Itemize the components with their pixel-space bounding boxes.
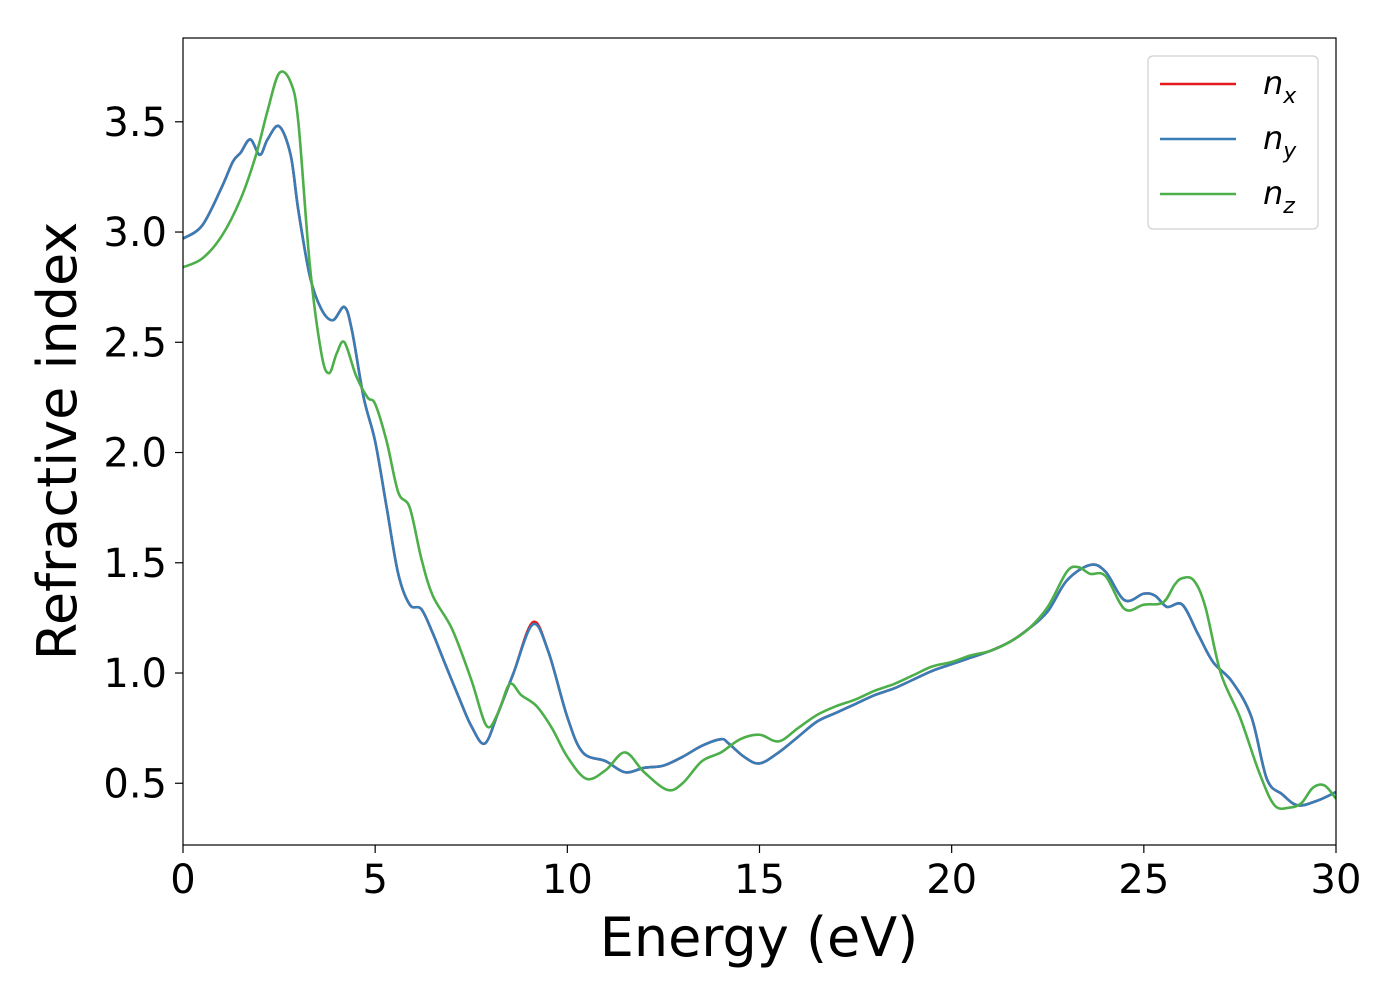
x-tick-label: 25: [1118, 857, 1169, 903]
x-tick-label: 20: [926, 857, 977, 903]
x-ticks: 0 5 10 15 20 25 30: [170, 845, 1361, 903]
y-axis-label: Refractive index: [26, 222, 89, 661]
y-tick-label: 3.0: [103, 210, 167, 256]
series-ny-line: [183, 124, 1336, 807]
x-tick-label: 0: [170, 857, 195, 903]
legend-box: [1147, 55, 1319, 230]
y-tick-label: 2.5: [103, 320, 167, 366]
x-axis-label: Energy (eV): [600, 906, 919, 969]
x-tick-label: 10: [542, 857, 593, 903]
y-tick-label: 3.5: [103, 100, 167, 146]
series-layer: [183, 70, 1336, 811]
y-tick-label: 0.5: [103, 761, 167, 807]
x-tick-label: 30: [1311, 857, 1362, 903]
y-tick-label: 1.5: [103, 541, 167, 587]
y-ticks: 0.5 1.0 1.5 2.0 2.5 3.0 3.5: [103, 100, 183, 807]
x-tick-label: 15: [734, 857, 785, 903]
x-tick-label: 5: [362, 857, 387, 903]
y-tick-label: 2.0: [103, 431, 167, 477]
y-tick-label: 1.0: [103, 651, 167, 697]
series-nz-line: [183, 70, 1336, 811]
